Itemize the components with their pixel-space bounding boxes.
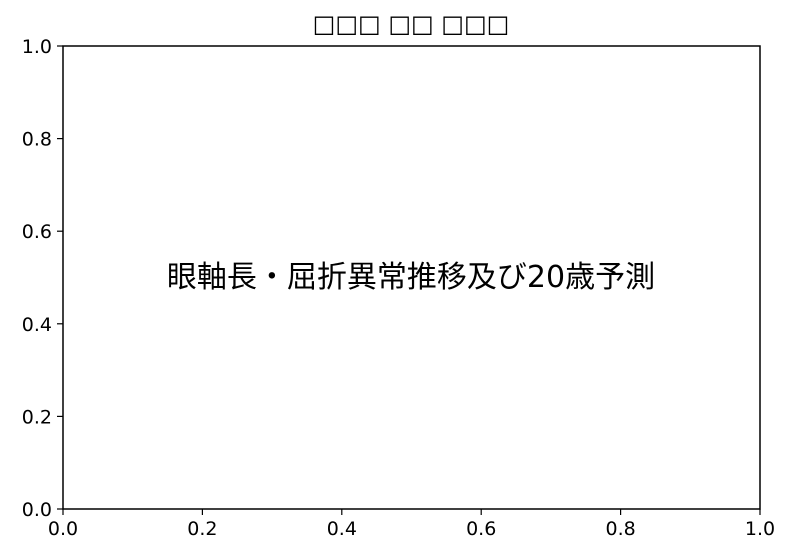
- x-tick-label: 0.0: [48, 518, 78, 540]
- y-tick-label: 0.4: [22, 314, 52, 336]
- x-tick-label: 0.8: [605, 518, 635, 540]
- plot-area: [62, 45, 761, 510]
- y-tick-label: 0.2: [22, 406, 52, 428]
- y-tick-label: 0.8: [22, 129, 52, 151]
- x-tick-label: 0.4: [327, 518, 357, 540]
- y-tick-label: 0.6: [22, 221, 52, 243]
- y-tick-label: 1.0: [22, 36, 52, 58]
- chart-title: □□□ □□ □□□: [313, 10, 510, 38]
- chart-annotation: 眼軸長・屈折異常推移及び20歳予測: [167, 260, 655, 295]
- y-tick-label: 0.0: [22, 499, 52, 521]
- x-axis: 0.0 0.2 0.4 0.6 0.8 1.0: [48, 509, 775, 540]
- y-axis: 0.0 0.2 0.4 0.6 0.8 1.0: [22, 36, 63, 521]
- x-tick-label: 0.6: [466, 518, 496, 540]
- x-tick-label: 0.2: [187, 518, 217, 540]
- x-tick-label: 1.0: [745, 518, 775, 540]
